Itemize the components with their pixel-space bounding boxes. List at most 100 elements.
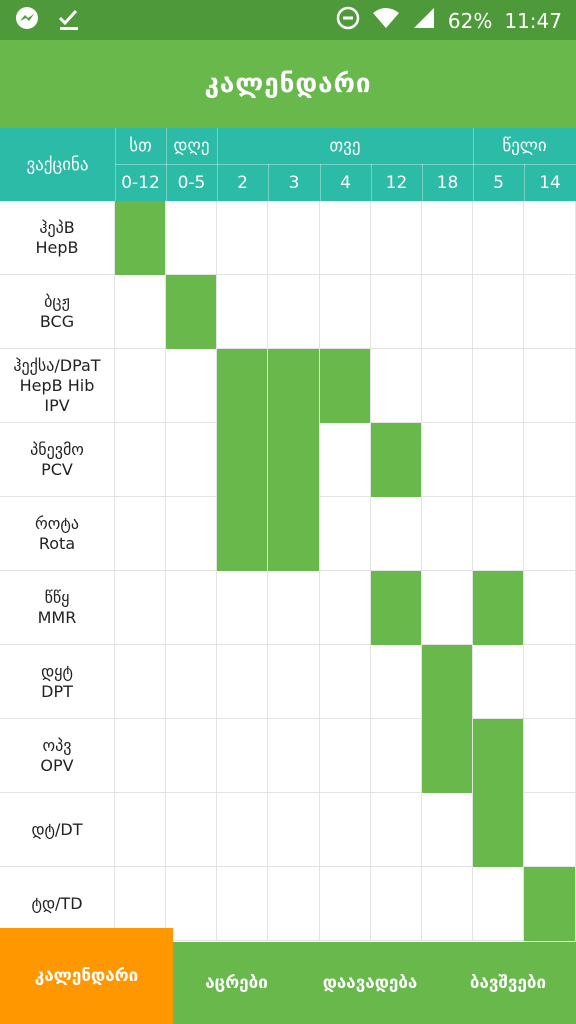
group-hours: სთ [129, 136, 152, 156]
schedule-cell [320, 793, 371, 867]
schedule-cell [320, 867, 371, 941]
schedule-cell-active [268, 349, 320, 423]
table-row: წწყ MMR [0, 571, 576, 645]
schedule-cell [115, 423, 166, 497]
schedule-cell [115, 571, 166, 645]
schedule-cell-active [115, 201, 166, 275]
vaccine-name-line: Rota [38, 534, 76, 553]
age-header: 12 [385, 172, 408, 193]
table-row: ოპვ OPV [0, 719, 576, 793]
schedule-cell [524, 497, 576, 571]
group-years: წელი [502, 136, 547, 156]
bottom-navigation: კალენდარი აცრები დაავადება ბავშვები [0, 928, 576, 1024]
age-header: 3 [288, 172, 300, 193]
schedule-cell [268, 793, 320, 867]
nav-item[interactable]: აცრები [205, 973, 268, 993]
table-row: პნევმო PCV [0, 423, 576, 497]
schedule-cell [422, 423, 473, 497]
vaccine-name-line: პნევმო [30, 440, 84, 459]
schedule-cell [524, 571, 576, 645]
table-row: ტდ/TD [0, 867, 576, 941]
schedule-cell [473, 201, 524, 275]
table-row: დტ/DT [0, 793, 576, 867]
nav-item[interactable]: კალენდარი [0, 928, 173, 1024]
schedule-cell [473, 497, 524, 571]
vaccine-name-line: MMR [37, 608, 77, 627]
age-header: 0-12 [121, 172, 160, 193]
schedule-cell [268, 719, 320, 793]
schedule-cell [524, 349, 576, 423]
schedule-cell [268, 201, 320, 275]
nav-item[interactable]: დაავადება [322, 973, 418, 993]
schedule-cell [268, 275, 320, 349]
schedule-cell [422, 349, 473, 423]
age-header: 2 [237, 172, 248, 193]
schedule-cell [320, 423, 371, 497]
schedule-cell [371, 867, 422, 941]
nav-item[interactable]: ბავშვები [469, 973, 547, 993]
age-header: 18 [436, 172, 459, 193]
group-months: თვე [329, 136, 361, 156]
schedule-cell [217, 719, 268, 793]
schedule-cell [115, 867, 166, 941]
schedule-cell [217, 275, 268, 349]
vaccine-name: დყტ DPT [0, 645, 115, 719]
schedule-cell [371, 793, 422, 867]
schedule-cell-active [217, 423, 268, 497]
table-row: დყტ DPT [0, 645, 576, 719]
schedule-cell-active [422, 719, 473, 793]
schedule-cell [320, 719, 371, 793]
vaccine-name: დტ/DT [0, 793, 115, 867]
schedule-cell-active [371, 423, 422, 497]
schedule-cell [166, 497, 217, 571]
signal-icon [412, 6, 436, 35]
vaccine-name: როტა Rota [0, 497, 115, 571]
vaccine-name: პნევმო PCV [0, 423, 115, 497]
vaccine-name-line: HepB [35, 238, 79, 257]
vaccine-name: წწყ MMR [0, 571, 115, 645]
schedule-cell [115, 497, 166, 571]
vaccine-name-line: ჰეპB [39, 218, 75, 237]
vaccine-name: ბცჟ BCG [0, 275, 115, 349]
schedule-cell [217, 571, 268, 645]
schedule-cell [115, 719, 166, 793]
schedule-cell [268, 571, 320, 645]
page-title: კალენდარი [204, 69, 372, 99]
schedule-cell-active [268, 423, 320, 497]
schedule-cell [371, 719, 422, 793]
schedule-cell [320, 201, 371, 275]
vaccine-name-line: დყტ [41, 662, 73, 681]
schedule-cell [166, 719, 217, 793]
schedule-cell [473, 423, 524, 497]
vaccine-name: ჰეპB HepB [0, 201, 115, 275]
schedule-cell [268, 867, 320, 941]
messenger-icon [14, 6, 40, 36]
schedule-cell [473, 275, 524, 349]
schedule-cell [166, 571, 217, 645]
schedule-cell [524, 645, 576, 719]
schedule-cell-active [268, 497, 320, 571]
schedule-cell [217, 201, 268, 275]
group-days: დღე [173, 136, 210, 156]
age-header: 14 [539, 172, 561, 193]
status-bar: 62% 11:47 [0, 0, 576, 40]
check-icon [56, 6, 82, 36]
schedule-cell [115, 275, 166, 349]
vaccine-name-line: როტა [35, 514, 79, 533]
vaccine-name-line: IPV [44, 396, 70, 415]
schedule-cell [166, 645, 217, 719]
vaccine-name-line: OPV [40, 756, 74, 775]
schedule-cell-active [422, 645, 473, 719]
schedule-cell-active [166, 275, 217, 349]
schedule-cell [320, 645, 371, 719]
schedule-cell [115, 793, 166, 867]
schedule-cell [166, 793, 217, 867]
age-header: 4 [340, 172, 351, 193]
schedule-cell [115, 349, 166, 423]
schedule-cell [217, 867, 268, 941]
schedule-cell-active [473, 571, 524, 645]
schedule-cell [473, 349, 524, 423]
schedule-cell [422, 201, 473, 275]
vaccine-name: ოპვ OPV [0, 719, 115, 793]
app-bar: კალენდარი [0, 40, 576, 128]
